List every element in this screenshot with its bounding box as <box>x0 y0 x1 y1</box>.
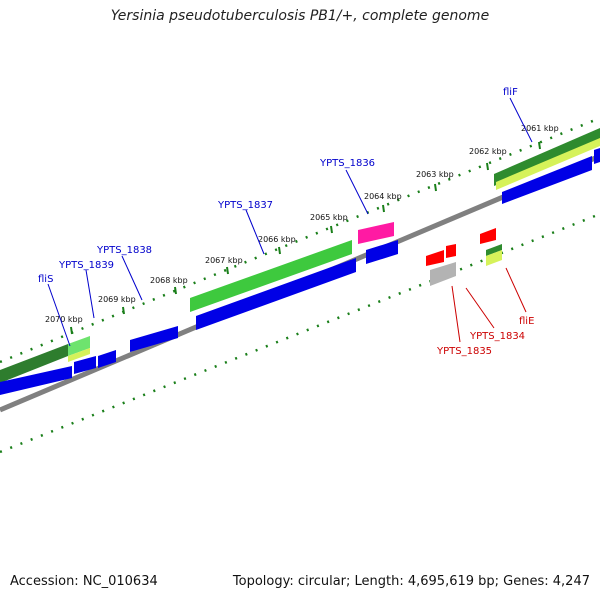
kbp-label: 2064 kbp <box>364 192 402 201</box>
gene-label-flif: fliF <box>503 87 518 98</box>
rev-block-flie-light <box>486 250 502 266</box>
leader-ypts-1835 <box>451 285 461 343</box>
map-title: Yersinia pseudotuberculosis PB1/+, compl… <box>110 8 490 24</box>
rev-block-flie-dark <box>486 244 502 256</box>
forward-label-leaders <box>47 97 533 347</box>
leader-flis <box>47 283 71 347</box>
gene-block-1837 <box>190 240 352 312</box>
gene-label-flis: fliS <box>38 274 53 285</box>
leader-ypts-1837 <box>245 209 265 255</box>
kbp-label: 2062 kbp <box>469 147 507 156</box>
leader-ypts-1834 <box>465 287 495 329</box>
reverse-label-leaders <box>451 267 527 343</box>
kbp-label: 2065 kbp <box>310 213 348 222</box>
kbp-tick-2065 <box>330 225 333 234</box>
kbp-tick-2070 <box>70 326 73 335</box>
cds-block-flif <box>502 156 592 204</box>
kbp-label: 2061 kbp <box>521 124 559 133</box>
rev-block-1834 <box>480 228 496 244</box>
leader-flif <box>509 97 533 143</box>
kbp-tick-2066 <box>278 246 281 255</box>
outer-tick-track <box>0 116 600 364</box>
kbp-label: 2066 kbp <box>258 235 296 244</box>
leader-ypts-1836 <box>345 169 369 215</box>
reverse-gene-labels: YPTS_1835 YPTS_1834 fliE <box>436 316 534 357</box>
gene-block-left-yellowgreen <box>68 348 90 362</box>
gene-block-1836 <box>358 222 394 244</box>
cds-block-1836 <box>366 240 398 264</box>
accession-text: Accession: NC_010634 <box>10 574 158 589</box>
kbp-tick-2069 <box>122 306 125 315</box>
cds-block-flif-edge <box>594 148 600 164</box>
gene-block-left-dark <box>0 344 68 383</box>
forward-gene-labels: fliS YPTS_1839 YPTS_1838 YPTS_1837 YPTS_… <box>38 87 518 285</box>
map-tracks <box>0 116 600 454</box>
cds-block-left-2 <box>74 356 96 374</box>
kbp-tick-2062 <box>486 162 489 171</box>
gene-label-ypts-1838: YPTS_1838 <box>96 245 152 256</box>
cds-block-left-3 <box>98 350 116 368</box>
gene-label-ypts-1837: YPTS_1837 <box>217 200 273 211</box>
kbp-tick-2063 <box>434 183 437 192</box>
leader-flie <box>505 267 527 313</box>
kbp-label: 2068 kbp <box>150 276 188 285</box>
gene-label-ypts-1834: YPTS_1834 <box>469 331 525 342</box>
kbp-labels: 2070 kbp 2069 kbp 2068 kbp 2067 kbp 2066… <box>45 124 559 324</box>
gene-block-left-lightgreen <box>68 336 90 356</box>
genome-stats-text: Topology: circular; Length: 4,695,619 bp… <box>232 574 590 589</box>
gene-block-flif-light <box>496 138 600 190</box>
cds-block-1838 <box>130 326 178 352</box>
gene-label-ypts-1835: YPTS_1835 <box>436 346 492 357</box>
leader-ypts-1838 <box>121 255 143 301</box>
cds-block-left-1 <box>0 366 72 395</box>
kbp-label: 2063 kbp <box>416 170 454 179</box>
kbp-tick-2068 <box>174 286 177 295</box>
kbp-label: 2069 kbp <box>98 295 136 304</box>
gene-label-ypts-1836: YPTS_1836 <box>319 158 375 169</box>
kbp-tick-2067 <box>226 266 229 275</box>
gene-label-ypts-1839: YPTS_1839 <box>58 260 114 271</box>
kbp-tick-2064 <box>382 204 385 213</box>
gene-block-flif-dark <box>494 128 600 186</box>
kbp-label: 2067 kbp <box>205 256 243 265</box>
rev-block-1835-red-2 <box>446 244 456 258</box>
rev-block-1835-grey <box>430 262 456 286</box>
leader-ypts-1839 <box>85 269 95 319</box>
gene-label-flie: fliE <box>519 316 534 327</box>
kbp-tick-2061 <box>538 141 541 150</box>
kbp-label: 2070 kbp <box>45 315 83 324</box>
cds-block-1837 <box>196 258 356 330</box>
rev-block-1835-red <box>426 250 444 266</box>
